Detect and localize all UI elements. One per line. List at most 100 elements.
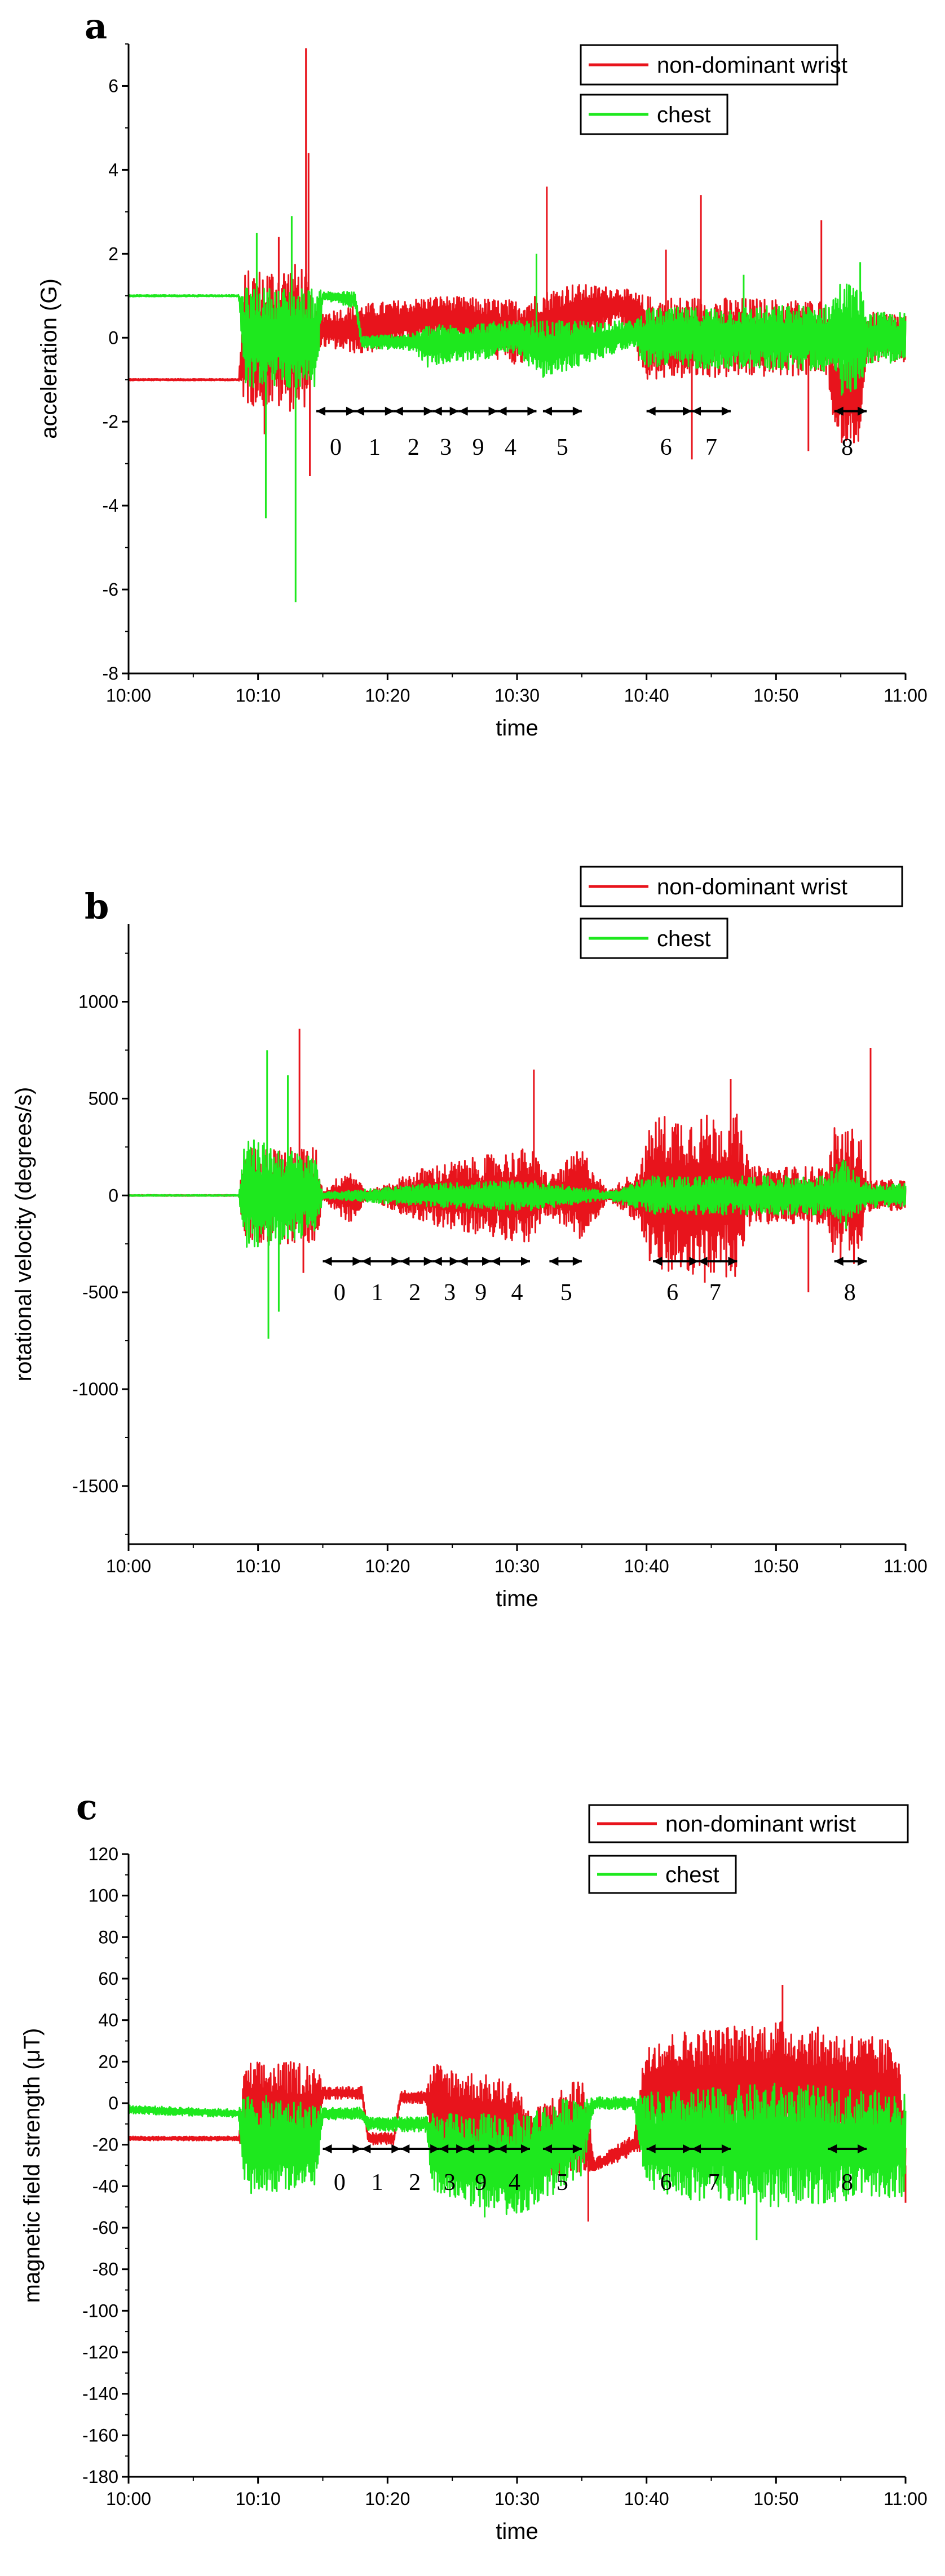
arrow-head-right xyxy=(482,1257,492,1266)
arrow-head-right xyxy=(527,406,537,416)
activity-label: 3 xyxy=(444,2170,456,2196)
x-tick-label: 11:00 xyxy=(884,1556,928,1576)
x-tick-label: 10:50 xyxy=(753,1556,798,1576)
arrow-head-left xyxy=(465,2144,475,2154)
activity-label: 6 xyxy=(660,2170,672,2196)
arrow-head-right xyxy=(520,1257,530,1266)
panel-letter-c: c xyxy=(76,1786,98,1828)
activity-label: 0 xyxy=(334,1280,346,1306)
activity-label: 7 xyxy=(705,434,717,460)
arrow-head-right xyxy=(449,406,459,416)
x-tick-label: 10:30 xyxy=(494,685,540,706)
activity-label: 3 xyxy=(440,434,452,460)
series-line xyxy=(127,283,907,396)
y-tick-label: 100 xyxy=(89,1886,118,1906)
legend-label: chest xyxy=(657,103,711,127)
arrow-head-right xyxy=(352,1257,362,1266)
y-tick-label: -120 xyxy=(82,2342,118,2362)
activity-label: 6 xyxy=(666,1280,678,1306)
arrow-head-left xyxy=(497,406,507,416)
arrow-head-right xyxy=(391,2144,401,2154)
arrow-head-right xyxy=(346,406,355,416)
axes: -8 -6 -4 -2 0 2 4 6 10:00 10:10 10:20 10:30 10:40 10:… xyxy=(103,43,928,706)
arrow-head-left xyxy=(497,2144,507,2154)
arrow-head-right xyxy=(728,1257,738,1266)
y-tick-label: -40 xyxy=(92,2176,118,2196)
arrow-head-left xyxy=(828,2144,837,2154)
arrow-head-left xyxy=(400,2144,410,2154)
arrow-head-left xyxy=(316,406,326,416)
arrow-head-left xyxy=(439,2144,449,2154)
arrow-head-right xyxy=(572,2144,582,2154)
activity-label: 1 xyxy=(371,1280,383,1306)
x-tick-label: 10:40 xyxy=(624,1556,669,1576)
legend: non-dominant wrist chest xyxy=(588,1804,909,1894)
activity-label: 9 xyxy=(475,2170,487,2196)
arrow-head-left xyxy=(361,1257,371,1266)
y-tick-label: -80 xyxy=(92,2259,118,2280)
x-axis-title: time xyxy=(496,2519,538,2544)
x-tick-label: 10:00 xyxy=(106,2489,151,2509)
legend-label: chest xyxy=(657,926,711,951)
activity-label: 5 xyxy=(560,1280,572,1306)
x-axis-title: time xyxy=(496,1586,538,1611)
y-tick-label: 2 xyxy=(108,243,118,264)
arrow-head-left xyxy=(323,2144,332,2154)
y-tick-label: 40 xyxy=(98,2010,118,2030)
x-tick-label: 11:00 xyxy=(884,2489,928,2509)
activity-label: 1 xyxy=(371,2170,383,2196)
arrow-head-right xyxy=(488,2144,498,2154)
panel-letter-b: b xyxy=(85,886,109,927)
series-line xyxy=(127,2082,907,2215)
activity-label: 5 xyxy=(557,434,568,460)
x-tick-label: 10:00 xyxy=(106,685,151,706)
y-tick-label: 20 xyxy=(98,2051,118,2072)
y-axis-title: rotational velocity (degrees/s) xyxy=(11,1087,36,1381)
arrow-head-right xyxy=(683,406,692,416)
panel-letter-a: a xyxy=(85,6,107,47)
activity-label: 4 xyxy=(511,1280,523,1306)
arrow-head-left xyxy=(692,2144,701,2154)
series-chest xyxy=(127,1050,907,1339)
y-tick-label: -60 xyxy=(92,2218,118,2238)
arrow-head-left xyxy=(323,1257,332,1266)
x-tick-label: 10:20 xyxy=(365,685,410,706)
arrow-head-left xyxy=(549,1257,559,1266)
arrow-head-right xyxy=(721,2144,731,2154)
y-tick-label: 80 xyxy=(98,1927,118,1947)
legend-label: chest xyxy=(665,1863,719,1887)
x-tick-label: 10:30 xyxy=(494,1556,540,1576)
activity-label: 3 xyxy=(444,1280,456,1306)
activity-label: 8 xyxy=(841,2170,853,2196)
activity-label: 1 xyxy=(369,434,381,460)
y-tick-label: -2 xyxy=(103,411,118,432)
arrow-head-left xyxy=(361,2144,371,2154)
arrow-head-right xyxy=(689,1257,699,1266)
activity-label: 6 xyxy=(660,434,672,460)
activity-label: 4 xyxy=(505,434,516,460)
arrow-head-left xyxy=(432,1257,442,1266)
arrow-head-left xyxy=(394,406,403,416)
arrow-head-left xyxy=(400,1257,410,1266)
arrow-head-right xyxy=(385,406,394,416)
arrow-head-right xyxy=(352,2144,362,2154)
x-tick-label: 10:10 xyxy=(236,685,281,706)
arrow-head-right xyxy=(858,1257,867,1266)
activity-label: 7 xyxy=(709,1280,721,1306)
y-tick-label: -1000 xyxy=(72,1379,118,1399)
activity-label: 4 xyxy=(509,2170,520,2196)
activity-label: 9 xyxy=(475,1280,487,1306)
x-tick-label: 10:40 xyxy=(624,685,669,706)
arrow-head-left xyxy=(698,1257,708,1266)
y-tick-label: -1500 xyxy=(72,1476,118,1496)
y-tick-label: 500 xyxy=(89,1088,118,1109)
arrow-head-right xyxy=(721,406,731,416)
legend-label: non-dominant wrist xyxy=(657,53,847,78)
x-tick-label: 10:20 xyxy=(365,2489,410,2509)
y-tick-label: 0 xyxy=(108,2093,118,2113)
activity-label: 9 xyxy=(472,434,484,460)
y-tick-label: -180 xyxy=(82,2467,118,2487)
